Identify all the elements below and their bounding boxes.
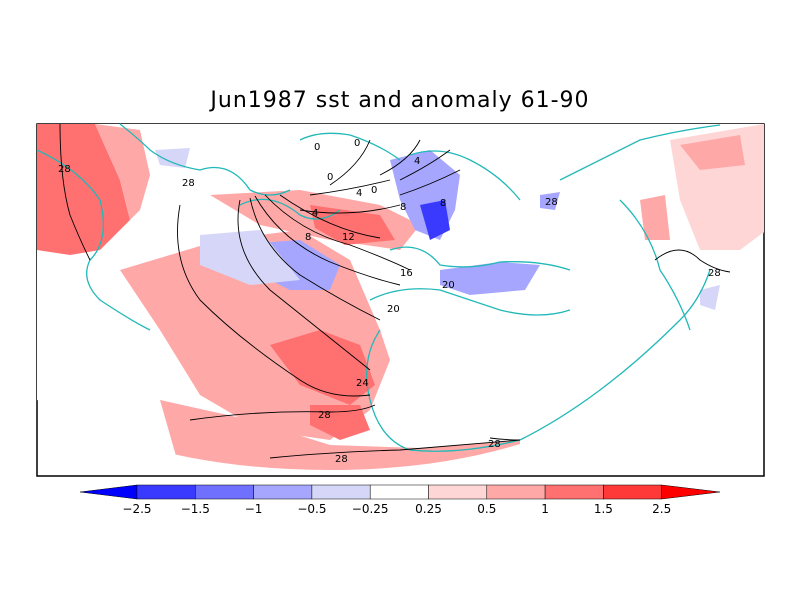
contour-label: 28 xyxy=(182,178,195,189)
anomaly-warm-west xyxy=(37,124,130,255)
map-title: Jun1987 sst and anomaly 61-90 xyxy=(210,88,590,113)
colorbar-swatch xyxy=(136,484,196,500)
contour-label: 12 xyxy=(342,232,355,243)
colorbar-tick-label: 1 xyxy=(541,502,549,516)
contour-label: 28 xyxy=(58,164,71,175)
contour-label: 4 xyxy=(312,208,318,219)
contour-label: 8 xyxy=(440,198,446,209)
colorbar-swatch xyxy=(369,484,429,500)
contour-label: 20 xyxy=(442,280,455,291)
colorbar-tick-label: −2.5 xyxy=(122,502,151,516)
sst-contours xyxy=(59,123,731,459)
contour-label: 28 xyxy=(318,410,331,421)
contour-label: 28 xyxy=(488,439,501,450)
anomaly-shading xyxy=(37,124,764,470)
colorbar-arrow-left xyxy=(79,484,138,500)
contour-label: 28 xyxy=(335,454,348,465)
contour-label: 0 xyxy=(371,185,377,196)
contour-label: 20 xyxy=(387,304,400,315)
colorbar-swatch xyxy=(603,484,662,500)
colorbar-swatch xyxy=(195,484,254,500)
colorbar-arrow-right xyxy=(661,484,721,500)
contour-label: 4 xyxy=(414,156,420,167)
contour-label: 16 xyxy=(400,268,413,279)
colorbar-tick-label: 2.5 xyxy=(652,502,671,516)
contour-label: 28 xyxy=(545,197,558,208)
colorbar-tick-label: 1.5 xyxy=(594,502,613,516)
contour-label: 0 xyxy=(327,172,333,183)
contour-labels: 28 0 0 0 4 4 0 4 8 8 8 12 16 20 20 24 28… xyxy=(58,138,721,465)
colorbar-tick-label: −0.5 xyxy=(297,502,326,516)
contour-label: 8 xyxy=(400,202,406,213)
colorbar-swatch xyxy=(428,484,488,500)
colorbar-swatch xyxy=(311,484,371,500)
contour-label: 4 xyxy=(356,188,362,199)
contour-label: 8 xyxy=(305,232,311,243)
colorbar-swatch xyxy=(253,484,313,500)
colorbar-tick-label: −0.25 xyxy=(352,502,389,516)
colorbar-swatch xyxy=(544,484,604,500)
colorbar: −2.5 −1.5 −1 −0.5 −0.25 0.25 0.5 1 1.5 2.5 xyxy=(79,484,721,516)
contour-label: 0 xyxy=(354,138,360,149)
colorbar-tick-label: 0.25 xyxy=(415,502,442,516)
contour-label: 24 xyxy=(356,378,369,389)
colorbar-tick-label: −1.5 xyxy=(181,502,210,516)
coastlines xyxy=(36,123,721,452)
colorbar-tick-label: −1 xyxy=(245,502,263,516)
contour-label: 0 xyxy=(314,142,320,153)
contour-label: 28 xyxy=(708,268,721,279)
colorbar-tick-label: 0.5 xyxy=(477,502,496,516)
colorbar-swatch xyxy=(486,484,546,500)
